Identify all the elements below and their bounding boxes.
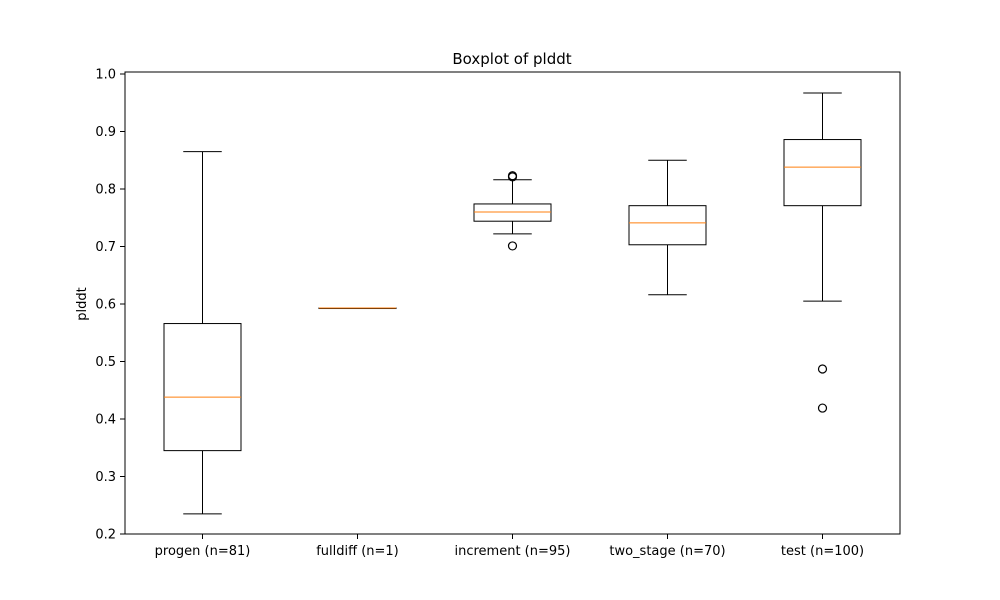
box	[783, 139, 862, 207]
x-tick-label: progen (n=81)	[155, 544, 251, 559]
outlier-point	[507, 241, 518, 251]
y-tick-label: 0.2	[95, 528, 116, 543]
y-tick-label: 0.6	[95, 298, 116, 313]
plot-frame	[124, 71, 901, 535]
x-tick-label: two_stage (n=70)	[609, 544, 725, 559]
x-tick-label: fulldiff (n=1)	[316, 544, 399, 559]
y-tick-label: 0.5	[95, 355, 116, 370]
x-tick-label: increment (n=95)	[454, 544, 570, 559]
y-tick-label: 1.0	[95, 68, 116, 83]
outlier-point	[817, 403, 828, 413]
y-tick-label: 0.7	[95, 240, 116, 255]
x-tick-label: test (n=100)	[781, 544, 864, 559]
outlier-point	[817, 364, 828, 374]
outlier-point	[507, 172, 518, 182]
box	[163, 323, 242, 452]
box	[473, 203, 552, 222]
box	[628, 205, 707, 246]
chart-title: Boxplot of plddt	[452, 50, 571, 68]
y-tick-label: 0.9	[95, 125, 116, 140]
plot-area: 0.2 0.3 0.4 0.5 0.6 0.7 0.8 0.9 1.0 progen (n=81)…	[95, 68, 864, 560]
y-tick-label: 0.4	[95, 413, 116, 428]
y-tick-label: 0.3	[95, 470, 116, 485]
y-tick-label: 0.8	[95, 183, 116, 198]
y-axis-label: plddt	[75, 287, 90, 320]
